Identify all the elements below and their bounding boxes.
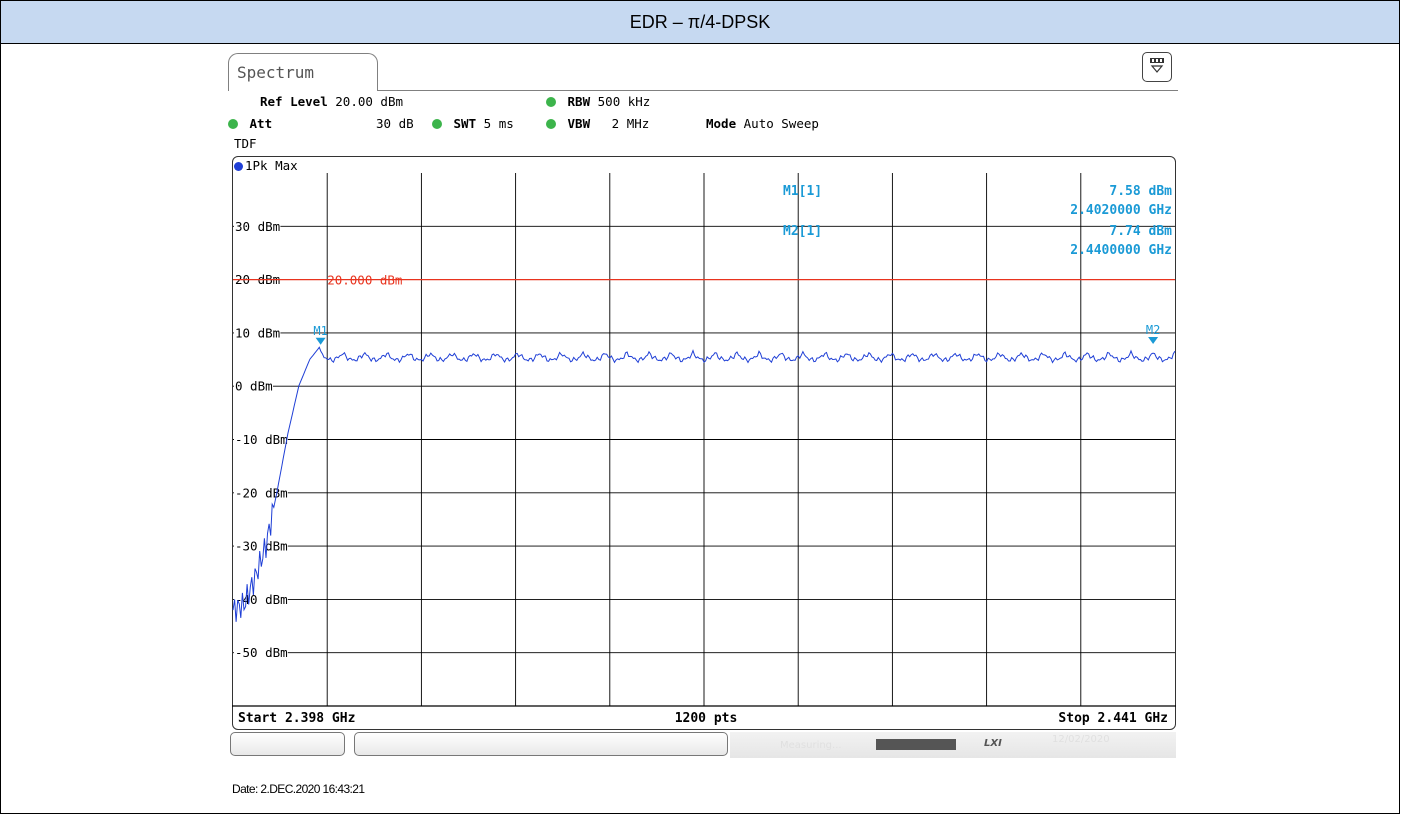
marker-m1-tag: M1 — [313, 324, 327, 338]
markers: M1 M2 — [313, 323, 1160, 345]
measuring-text: Measuring... — [780, 740, 842, 751]
marker-m1-triangle — [315, 337, 326, 345]
page-title: EDR – π/4-DPSK — [0, 0, 1400, 44]
mode-label: Mode — [706, 116, 737, 131]
att-value: 30 dB — [376, 116, 414, 131]
stop-frequency: Stop 2.441 GHz — [1058, 711, 1168, 726]
menu-dropdown-icon — [1148, 56, 1166, 78]
tick-label-background — [234, 378, 273, 394]
tick-label-background — [234, 591, 288, 607]
rbw-status-dot — [546, 97, 556, 107]
y-tick-label: 10 dBm — [235, 325, 280, 340]
start-frequency: Start 2.398 GHz — [238, 711, 355, 726]
status-bar: Measuring... LXI 12/02/2020 — [228, 732, 1178, 760]
marker-m2-triangle — [1148, 336, 1159, 344]
grid — [233, 173, 1175, 706]
swt-value: 5 ms — [483, 116, 514, 131]
y-tick-label: -30 dBm — [235, 539, 288, 554]
lxi-logo: LXI — [984, 738, 1002, 749]
att-status-dot — [228, 119, 238, 129]
mode-setting: Mode Auto Sweep — [706, 116, 819, 131]
instrument-status-panel: Measuring... LXI 12/02/2020 — [730, 732, 1176, 758]
y-tick-label: -50 dBm — [235, 645, 288, 660]
tick-label-background — [234, 644, 288, 660]
sweep-points: 1200 pts — [675, 711, 738, 726]
capture-date: Date: 2.DEC.2020 16:43:21 — [232, 782, 365, 796]
tick-label-background — [234, 484, 288, 500]
menu-toggle-button[interactable] — [1142, 52, 1172, 82]
spectrum-analyzer-screen: Spectrum Ref Level 20.00 dBm RBW 500 kHz… — [228, 50, 1178, 770]
vbw-setting: VBW 2 MHz — [546, 116, 649, 131]
att-setting: Att — [228, 116, 272, 131]
trace-line — [232, 346, 1176, 622]
mode-value: Auto Sweep — [743, 116, 819, 131]
status-field-2[interactable] — [354, 732, 728, 756]
tdf-label: TDF — [234, 136, 257, 151]
vbw-value: 2 MHz — [611, 116, 650, 131]
ref-level-setting: Ref Level 20.00 dBm — [260, 94, 403, 109]
marker-1-label: M1[1] — [783, 184, 822, 199]
ref-level-value: 20.00 dBm — [335, 94, 403, 109]
marker-1-frequency: 2.4020000 GHz — [1070, 203, 1172, 218]
y-tick-label: 30 dBm — [235, 219, 280, 234]
y-tick-label: -10 dBm — [235, 432, 288, 447]
swt-label: SWT — [453, 116, 477, 131]
tick-label-background — [234, 538, 288, 554]
att-label: Att — [249, 116, 273, 131]
tick-label-background — [234, 324, 281, 340]
marker-2-level: 7.74 dBm — [1109, 224, 1172, 239]
swt-status-dot — [432, 119, 442, 129]
marker-2-frequency: 2.4400000 GHz — [1070, 243, 1172, 258]
tick-label-background — [234, 218, 281, 234]
trace-dot — [234, 162, 243, 171]
rbw-setting: RBW 500 kHz — [546, 94, 650, 109]
limit-line-label: 20.000 dBm — [327, 273, 402, 288]
vbw-label: VBW — [567, 116, 591, 131]
marker-m2-tag: M2 — [1146, 323, 1160, 337]
swt-setting: SWT 5 ms — [432, 116, 514, 131]
rbw-label: RBW — [567, 94, 591, 109]
y-tick-label: -20 dBm — [235, 485, 288, 500]
rbw-value: 500 kHz — [597, 94, 651, 109]
tab-spectrum[interactable]: Spectrum — [228, 53, 378, 91]
tick-label-background — [234, 431, 288, 447]
marker-1-level: 7.58 dBm — [1109, 184, 1172, 199]
y-tick-label: 0 dBm — [235, 379, 273, 394]
tab-divider — [378, 90, 1178, 91]
vbw-status-dot — [546, 119, 556, 129]
ref-level-label: Ref Level — [260, 94, 328, 109]
trace-indicator: 1Pk Max — [234, 158, 298, 173]
progress-bar — [876, 739, 956, 750]
trace-label: 1Pk Max — [245, 158, 298, 173]
status-date: 12/02/2020 — [1052, 734, 1110, 745]
marker-2-label: M2[1] — [783, 224, 822, 239]
status-field-1[interactable] — [230, 732, 345, 756]
